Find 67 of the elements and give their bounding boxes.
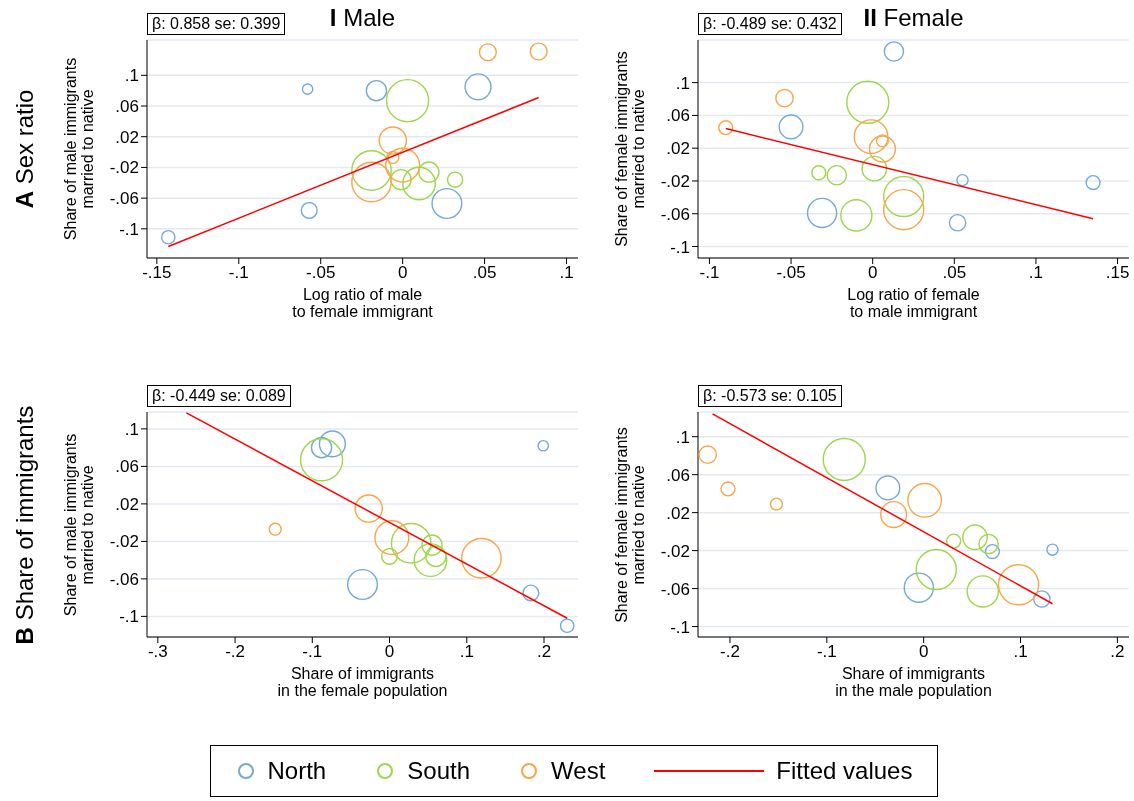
x-tick-label: .15 bbox=[1105, 263, 1130, 283]
x-tick-label: -.1 bbox=[228, 263, 249, 283]
y-tick-label: .02 bbox=[115, 494, 139, 514]
text: β: -0.489 se: 0.432 bbox=[703, 15, 837, 32]
legend-label: North bbox=[267, 757, 327, 785]
y-axis-title: Share of male immigrants married to native bbox=[62, 433, 96, 616]
x-tick-label: .2 bbox=[1110, 642, 1125, 662]
x-axis-title: Share of immigrants in the male population bbox=[835, 665, 992, 699]
y-tick-label: -.1 bbox=[119, 219, 139, 239]
y-axis-title: Share of male immigrants married to native bbox=[62, 57, 96, 241]
x-tick-label: -.1 bbox=[816, 642, 837, 662]
x-tick-label: -.05 bbox=[776, 263, 806, 283]
y-tick-label: .02 bbox=[115, 127, 139, 147]
y-tick-label: .02 bbox=[666, 503, 690, 523]
x-tick-label: .1 bbox=[1013, 642, 1028, 662]
y-tick-label: .06 bbox=[666, 465, 690, 485]
y-tick-label: .06 bbox=[115, 457, 139, 477]
x-tick-label: 0 bbox=[867, 263, 878, 283]
x-tick-label: -.2 bbox=[720, 642, 740, 662]
x-tick-label: 0 bbox=[384, 642, 395, 662]
x-tick-label: -.15 bbox=[142, 263, 172, 283]
x-tick-label: .1 bbox=[559, 263, 574, 283]
text: β: 0.858 se: 0.399 bbox=[152, 15, 281, 32]
y-tick-label: .06 bbox=[666, 106, 690, 126]
y-tick-label: -.06 bbox=[660, 579, 690, 599]
y-tick-label: -.02 bbox=[660, 172, 690, 191]
y-tick-label: -.1 bbox=[119, 607, 139, 627]
y-axis-title: Share of female immigrants married to native bbox=[613, 426, 647, 623]
y-tick-label: .06 bbox=[115, 97, 139, 117]
y-tick-label: .1 bbox=[124, 66, 139, 86]
x-tick-label: .1 bbox=[459, 642, 474, 662]
x-tick-label: -.05 bbox=[306, 263, 336, 283]
x-tick-label: .1 bbox=[1028, 263, 1044, 283]
text: B Share of immigrants bbox=[11, 405, 38, 644]
x-tick-label: -.1 bbox=[699, 263, 720, 283]
x-tick-label: -.2 bbox=[225, 642, 245, 662]
y-tick-label: .1 bbox=[675, 427, 690, 447]
chart-title: II Female bbox=[863, 4, 964, 31]
y-tick-label: -.06 bbox=[109, 569, 139, 589]
text: β: -0.449 se: 0.089 bbox=[152, 387, 286, 404]
chart-title: I Male bbox=[329, 4, 396, 31]
y-tick-label: -.06 bbox=[109, 189, 139, 209]
text: β: -0.573 se: 0.105 bbox=[703, 387, 837, 404]
y-tick-label: -.06 bbox=[660, 204, 690, 224]
y-tick-label: -.1 bbox=[670, 237, 690, 257]
x-axis-title: Log ratio of female to male immigrant bbox=[847, 286, 980, 320]
text: A Sex ratio bbox=[11, 89, 38, 209]
y-tick-label: -.02 bbox=[109, 532, 139, 552]
legend-label: Fitted values bbox=[776, 757, 913, 785]
y-tick-label: -.1 bbox=[670, 617, 690, 637]
x-axis-title: Log ratio of male to female immigrant bbox=[292, 286, 433, 320]
x-tick-label: 0 bbox=[397, 263, 408, 283]
y-tick-label: .1 bbox=[675, 73, 690, 93]
x-tick-label: .05 bbox=[942, 263, 967, 283]
y-tick-label: .02 bbox=[666, 139, 690, 159]
y-tick-label: -.02 bbox=[109, 158, 139, 178]
x-tick-label: 0 bbox=[918, 642, 929, 662]
legend-label: West bbox=[551, 757, 606, 785]
legend-label: South bbox=[407, 757, 470, 785]
y-axis-title: Share of female immigrants married to native bbox=[613, 51, 647, 247]
x-axis-title: Share of immigrants in the female population bbox=[277, 665, 448, 699]
x-tick-label: -.3 bbox=[147, 642, 168, 662]
x-tick-label: -.1 bbox=[302, 642, 323, 662]
x-tick-label: .2 bbox=[536, 642, 552, 662]
y-tick-label: -.02 bbox=[660, 541, 690, 561]
y-tick-label: .1 bbox=[124, 419, 139, 439]
x-tick-label: .05 bbox=[472, 263, 497, 283]
